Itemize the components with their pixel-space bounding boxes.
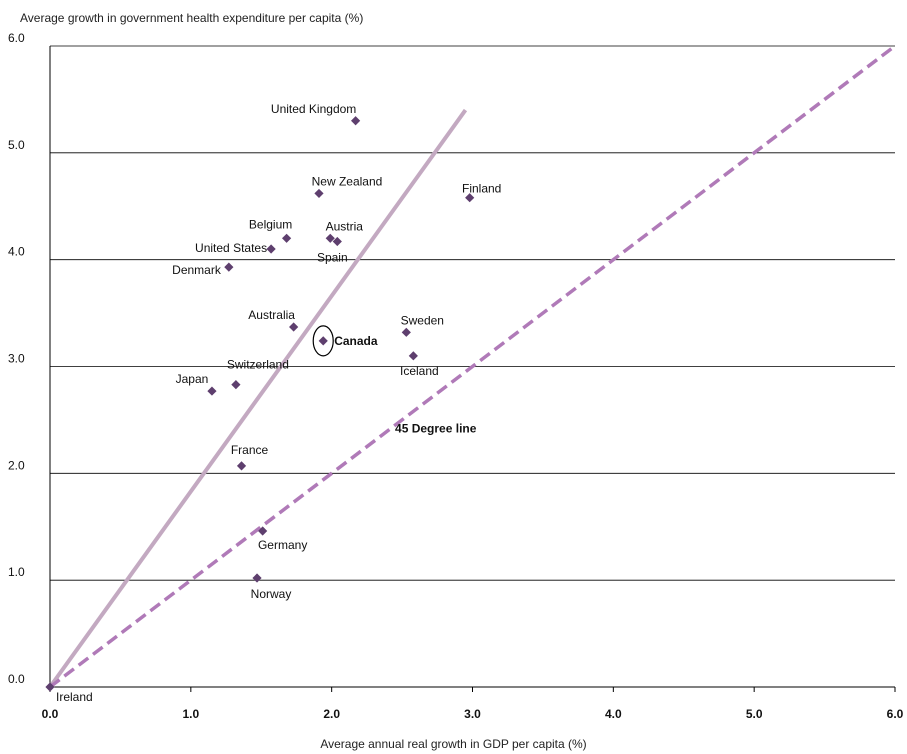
point-france bbox=[236, 461, 247, 471]
x-axis-title: Average annual real growth in GDP per ca… bbox=[320, 737, 587, 751]
point-label-japan: Japan bbox=[176, 372, 209, 386]
x-tick-label: 3.0 bbox=[464, 707, 481, 721]
point-united-states bbox=[266, 244, 276, 254]
x-tick-label: 1.0 bbox=[182, 707, 199, 721]
point-new-zealand bbox=[314, 188, 324, 199]
point-spain bbox=[332, 236, 342, 247]
x-tick-label: 6.0 bbox=[887, 707, 904, 721]
point-label-denmark: Denmark bbox=[172, 263, 222, 277]
point-iceland bbox=[408, 351, 418, 361]
point-label-united-kingdom: United Kingdom bbox=[271, 102, 356, 116]
point-denmark bbox=[224, 262, 234, 272]
point-germany bbox=[258, 526, 268, 536]
y-tick-label: 1.0 bbox=[8, 565, 25, 579]
point-label-germany: Germany bbox=[258, 538, 307, 552]
point-label-ireland: Ireland bbox=[56, 690, 93, 704]
reference-line-label: 45 Degree line bbox=[395, 422, 477, 436]
highlight-ring bbox=[312, 325, 334, 357]
point-canada bbox=[318, 336, 328, 346]
x-tick-label: 0.0 bbox=[42, 707, 59, 721]
point-japan bbox=[207, 386, 217, 396]
point-finland bbox=[465, 193, 475, 203]
point-label-new-zealand: New Zealand bbox=[312, 174, 383, 188]
point-label-canada: Canada bbox=[334, 334, 378, 348]
point-australia bbox=[289, 322, 299, 332]
y-tick-label: 0.0 bbox=[8, 672, 25, 686]
point-label-austria: Austria bbox=[326, 219, 364, 233]
y-tick-labels: 0.0 1.0 2.0 3.0 4.0 5.0 6.0 bbox=[8, 31, 25, 686]
y-tick-label: 3.0 bbox=[8, 352, 25, 366]
point-ireland bbox=[45, 682, 55, 692]
point-united-kingdom bbox=[351, 116, 361, 126]
x-tick-label: 2.0 bbox=[323, 707, 340, 721]
point-label-norway: Norway bbox=[251, 587, 292, 601]
point-label-spain: Spain bbox=[317, 251, 348, 265]
point-label-australia: Australia bbox=[248, 308, 295, 322]
point-sweden bbox=[401, 327, 411, 337]
point-belgium bbox=[282, 233, 292, 243]
lines: 45 Degree line bbox=[48, 44, 897, 689]
point-label-iceland: Iceland bbox=[400, 364, 439, 378]
axes bbox=[49, 46, 896, 692]
y-tick-label: 6.0 bbox=[8, 31, 25, 45]
reference-line-45-degree bbox=[48, 44, 897, 689]
point-label-belgium: Belgium bbox=[249, 217, 292, 231]
point-labels: United Kingdom New Zealand Finland Belgium A… bbox=[56, 102, 501, 704]
point-norway bbox=[252, 573, 262, 583]
point-label-finland: Finland bbox=[462, 182, 501, 196]
y-axis-title: Average growth in government health expe… bbox=[20, 11, 364, 25]
y-tick-label: 4.0 bbox=[8, 245, 25, 259]
point-label-france: France bbox=[231, 443, 269, 457]
y-tick-label: 5.0 bbox=[8, 138, 25, 152]
point-label-united-states: United States bbox=[195, 241, 267, 255]
x-tick-label: 5.0 bbox=[746, 707, 763, 721]
point-label-sweden: Sweden bbox=[401, 313, 444, 327]
point-austria bbox=[325, 233, 335, 243]
y-tick-label: 2.0 bbox=[8, 458, 25, 472]
point-label-switzerland: Switzerland bbox=[227, 358, 289, 372]
gridlines bbox=[50, 45, 895, 581]
x-tick-labels: 0.0 1.0 2.0 3.0 4.0 5.0 6.0 bbox=[42, 707, 904, 721]
trend-line bbox=[48, 108, 468, 689]
points bbox=[45, 116, 475, 692]
x-tick-label: 4.0 bbox=[605, 707, 622, 721]
point-switzerland bbox=[231, 380, 241, 390]
